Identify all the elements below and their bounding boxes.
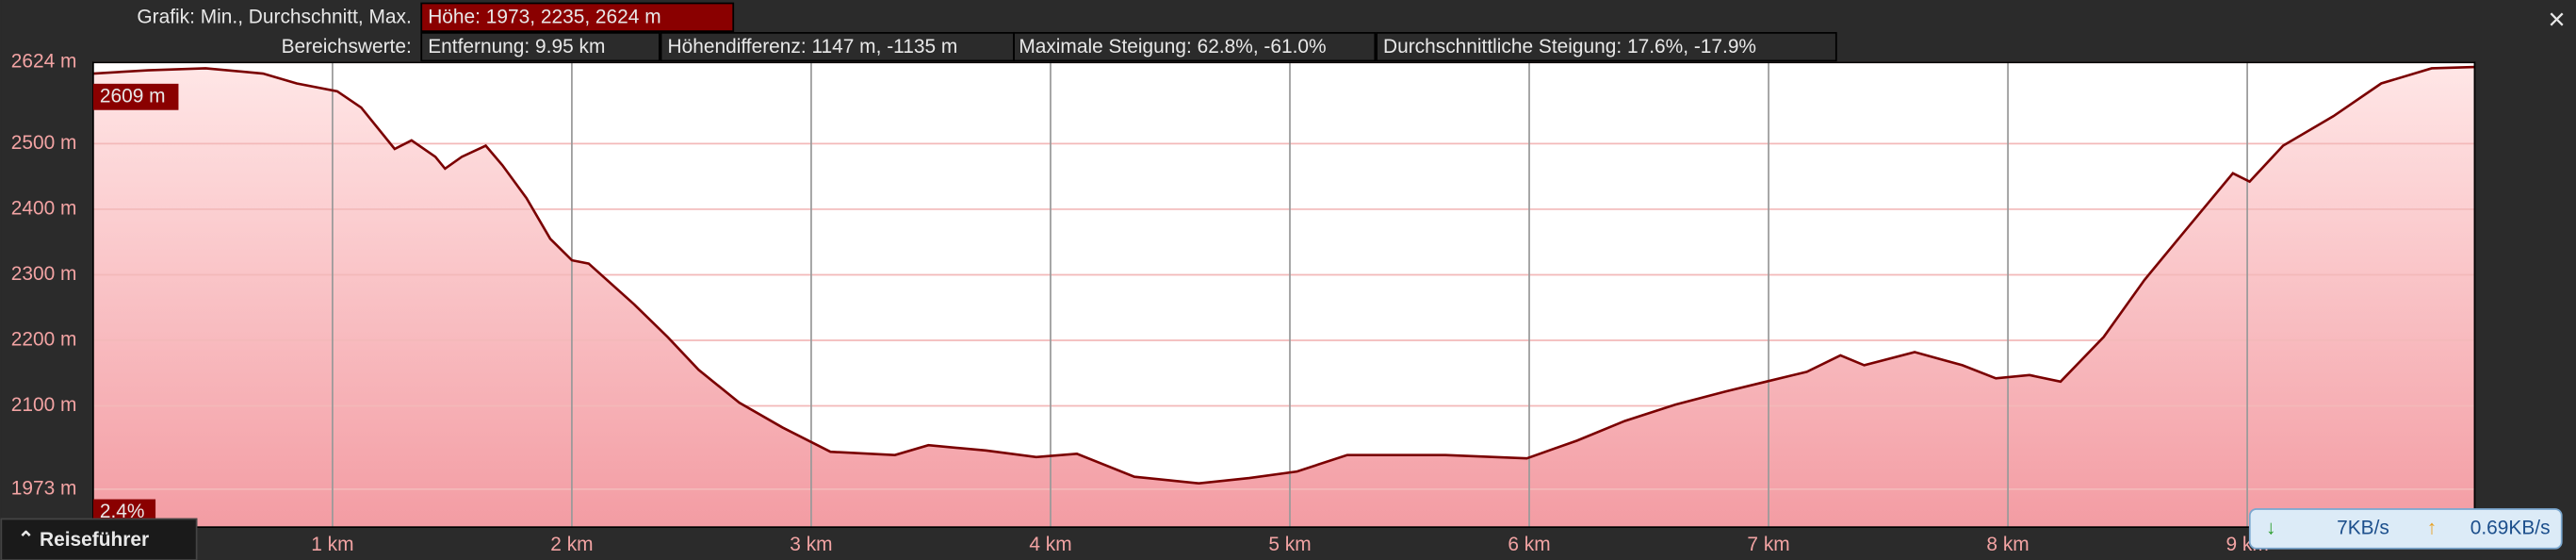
guide-button-bg[interactable] — [0, 518, 198, 560]
y-tick-label: 2300 m — [11, 263, 77, 285]
x-tick-label: 7 km — [1747, 534, 1789, 555]
box — [420, 31, 660, 62]
chart: 1973 m 2100 m 2200 m 2300 m 2400 m 2500 m 2624… — [11, 51, 2476, 555]
x-tick-label: 8 km — [1986, 534, 2029, 555]
box — [1013, 31, 1377, 62]
hoehe: Höhe: 1973, 2235, 2624 m — [428, 7, 660, 28]
x-tick-label: 3 km — [790, 534, 832, 555]
download-arrow: ↓ — [2266, 517, 2275, 538]
network-widget — [2248, 508, 2563, 550]
max-steigung: Maximale Steigung: 62.8%, -61.0% — [1019, 36, 1326, 58]
y-tick-label: 2400 m — [11, 197, 77, 219]
close-button[interactable]: × — [2548, 3, 2565, 36]
guide-button[interactable]: ⌃ Reiseführer — [18, 529, 149, 551]
x-tick-label: 4 km — [1029, 534, 1071, 555]
slope-label: 2.4% — [100, 501, 145, 522]
elevation-line — [92, 65, 2475, 485]
upload-arrow: ↑ — [2427, 517, 2437, 538]
avg-steigung: Durchschnittliche Steigung: 17.6%, -17.9… — [1383, 36, 1756, 58]
hoehendifferenz: Höhendifferenz: 1147 m, -1135 m — [668, 36, 958, 58]
x-tick-label: 6 km — [1508, 534, 1550, 555]
y-tick-label: 2100 m — [11, 394, 77, 416]
plot-border — [92, 61, 2476, 529]
cursor-label-bg — [92, 83, 179, 110]
box — [660, 31, 1015, 62]
elevation-area — [92, 67, 2475, 528]
guide-button-label: Reiseführer — [40, 529, 149, 551]
x-tick-label: 2 km — [550, 534, 593, 555]
x-tick-label: 5 km — [1268, 534, 1311, 555]
cursor-label: 2609 m — [100, 85, 166, 107]
graph-label: Grafik: Min., Durchschnitt, Max. — [137, 7, 411, 28]
y-tick-label: 1973 m — [11, 477, 77, 499]
hoehe-box — [420, 2, 735, 32]
y-tick-label: 2500 m — [11, 132, 77, 154]
x-tick-label: 1 km — [311, 534, 353, 555]
entfernung: Entfernung: 9.95 km — [428, 36, 605, 58]
y-tick-label: 2624 m — [11, 51, 77, 73]
download-speed: 7KB/s — [2337, 517, 2389, 538]
range-label: Bereichswerte: — [282, 36, 412, 58]
box — [1376, 31, 1837, 62]
y-tick-label: 2200 m — [11, 329, 77, 351]
upload-speed: 0.69KB/s — [2470, 517, 2551, 538]
